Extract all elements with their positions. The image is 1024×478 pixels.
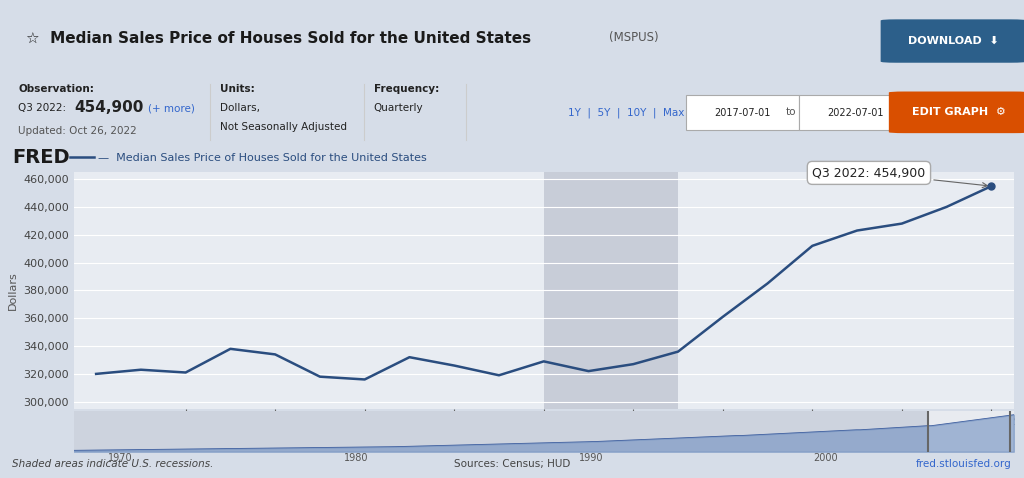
Text: 454,900: 454,900 [75,100,144,115]
Text: Dollars,: Dollars, [220,103,260,113]
Text: Q3 2022:: Q3 2022: [18,103,70,113]
Text: (+ more): (+ more) [148,103,196,113]
Text: 2017-07-01: 2017-07-01 [714,108,771,118]
Text: 2022-07-01: 2022-07-01 [826,108,884,118]
Text: 1Y  |  5Y  |  10Y  |  Max: 1Y | 5Y | 10Y | Max [568,107,685,118]
Text: fred.stlouisfed.org: fred.stlouisfed.org [915,458,1012,468]
Text: Q3 2022: 454,900: Q3 2022: 454,900 [812,166,987,188]
Text: —  Median Sales Price of Houses Sold for the United States: — Median Sales Price of Houses Sold for … [98,153,427,163]
Text: Sources: Census; HUD: Sources: Census; HUD [454,458,570,468]
Text: to: to [785,108,796,117]
Text: FRED: FRED [12,148,70,167]
Text: Shaded areas indicate U.S. recessions.: Shaded areas indicate U.S. recessions. [12,458,214,468]
FancyBboxPatch shape [799,95,911,130]
Text: Updated: Oct 26, 2022: Updated: Oct 26, 2022 [18,126,137,136]
Bar [928,411,1014,452]
Text: Quarterly: Quarterly [374,103,423,113]
Text: DOWNLOAD  ⬇: DOWNLOAD ⬇ [908,36,998,46]
Y-axis label: Dollars: Dollars [7,271,17,310]
Text: (MSPUS): (MSPUS) [609,32,658,44]
Text: Units:: Units: [220,85,255,95]
FancyBboxPatch shape [686,95,799,130]
Text: Frequency:: Frequency: [374,85,439,95]
FancyBboxPatch shape [881,19,1024,63]
Text: Observation:: Observation: [18,85,94,95]
Bar [544,172,678,409]
Text: Not Seasonally Adjusted: Not Seasonally Adjusted [220,122,347,132]
Text: EDIT GRAPH  ⚙: EDIT GRAPH ⚙ [911,108,1006,117]
Text: ☆  Median Sales Price of Houses Sold for the United States: ☆ Median Sales Price of Houses Sold for … [26,31,530,45]
FancyBboxPatch shape [889,91,1024,133]
